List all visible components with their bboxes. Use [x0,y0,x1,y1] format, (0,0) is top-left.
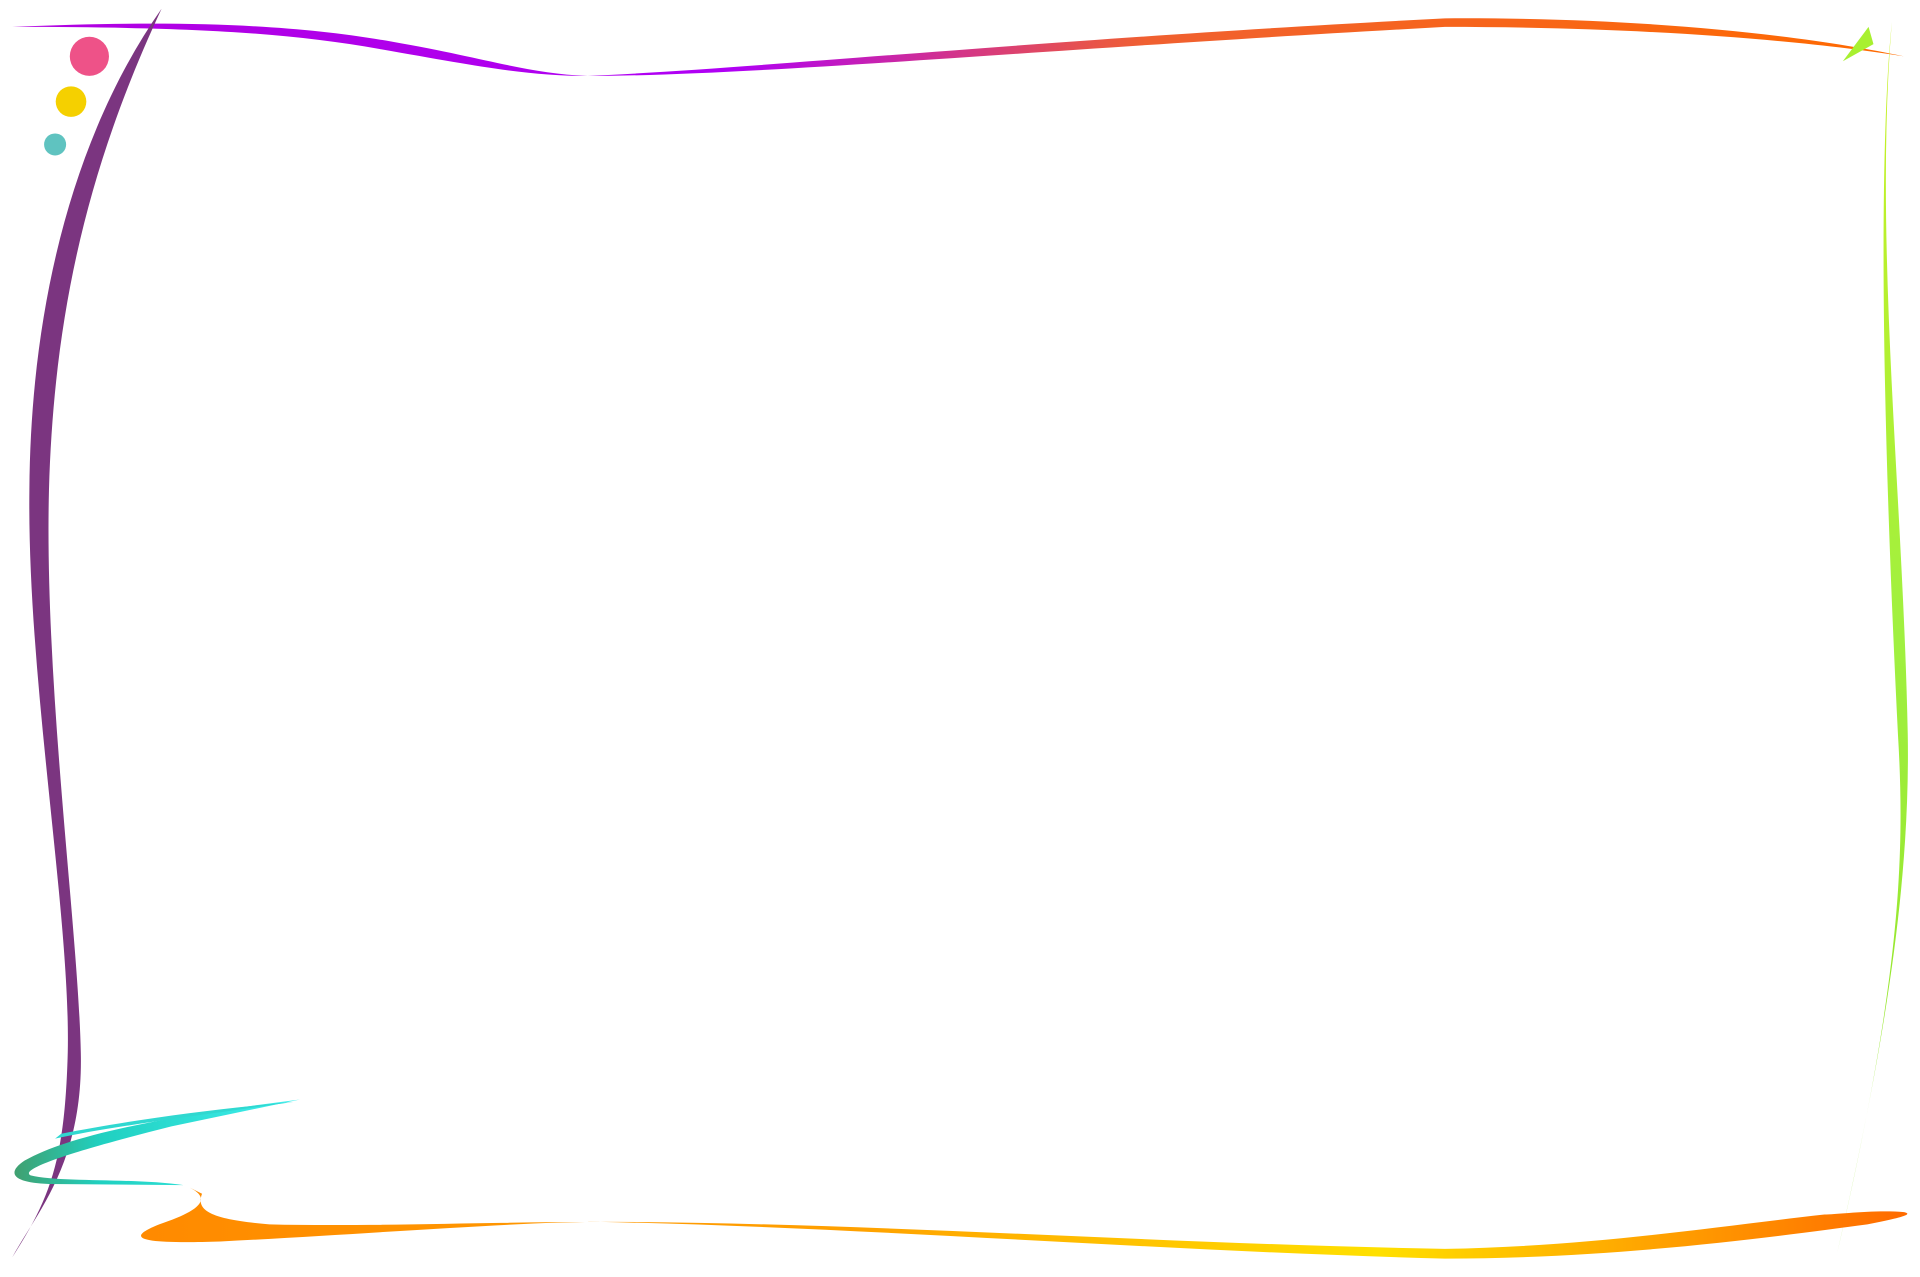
teal-dot [44,133,67,156]
yellow-dot [55,86,87,117]
right-stroke-tip [1842,26,1874,62]
cyan-swoosh [14,1099,301,1186]
left-stroke [12,8,162,1258]
top-stroke [12,18,1905,76]
right-stroke [1836,22,1908,1255]
bottom-stroke [141,1187,1908,1259]
pink-dot [69,36,109,76]
